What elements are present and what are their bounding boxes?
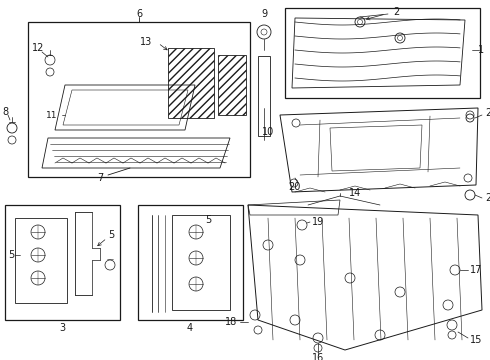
Text: 1: 1	[478, 45, 484, 55]
Text: 14: 14	[349, 188, 361, 198]
Text: 5: 5	[205, 215, 211, 225]
Text: 5: 5	[108, 230, 114, 240]
Text: 22: 22	[485, 108, 490, 118]
Bar	[285, 8, 480, 98]
Text: 6: 6	[136, 9, 142, 19]
Bar	[138, 205, 243, 320]
Text: 12: 12	[32, 43, 44, 53]
Bar	[15, 218, 67, 303]
Text: 10: 10	[262, 127, 274, 137]
Bar	[218, 55, 246, 115]
Text: 5: 5	[8, 250, 14, 260]
Text: 15: 15	[470, 335, 482, 345]
Bar	[28, 22, 250, 177]
Text: 3: 3	[59, 323, 65, 333]
Text: 2: 2	[393, 7, 399, 17]
Text: 9: 9	[261, 9, 267, 19]
Bar	[5, 205, 120, 320]
Text: 8: 8	[2, 107, 8, 117]
Bar	[172, 215, 230, 310]
Text: 17: 17	[470, 265, 482, 275]
Text: 19: 19	[312, 217, 324, 227]
Bar	[258, 56, 270, 136]
Text: 16: 16	[312, 353, 324, 360]
Text: 7: 7	[97, 173, 103, 183]
Text: 20: 20	[288, 182, 300, 192]
Text: 4: 4	[187, 323, 193, 333]
Text: 13: 13	[140, 37, 152, 47]
Text: 11: 11	[46, 111, 57, 120]
Text: 21: 21	[485, 193, 490, 203]
Bar	[168, 48, 214, 118]
Text: 18: 18	[225, 317, 237, 327]
